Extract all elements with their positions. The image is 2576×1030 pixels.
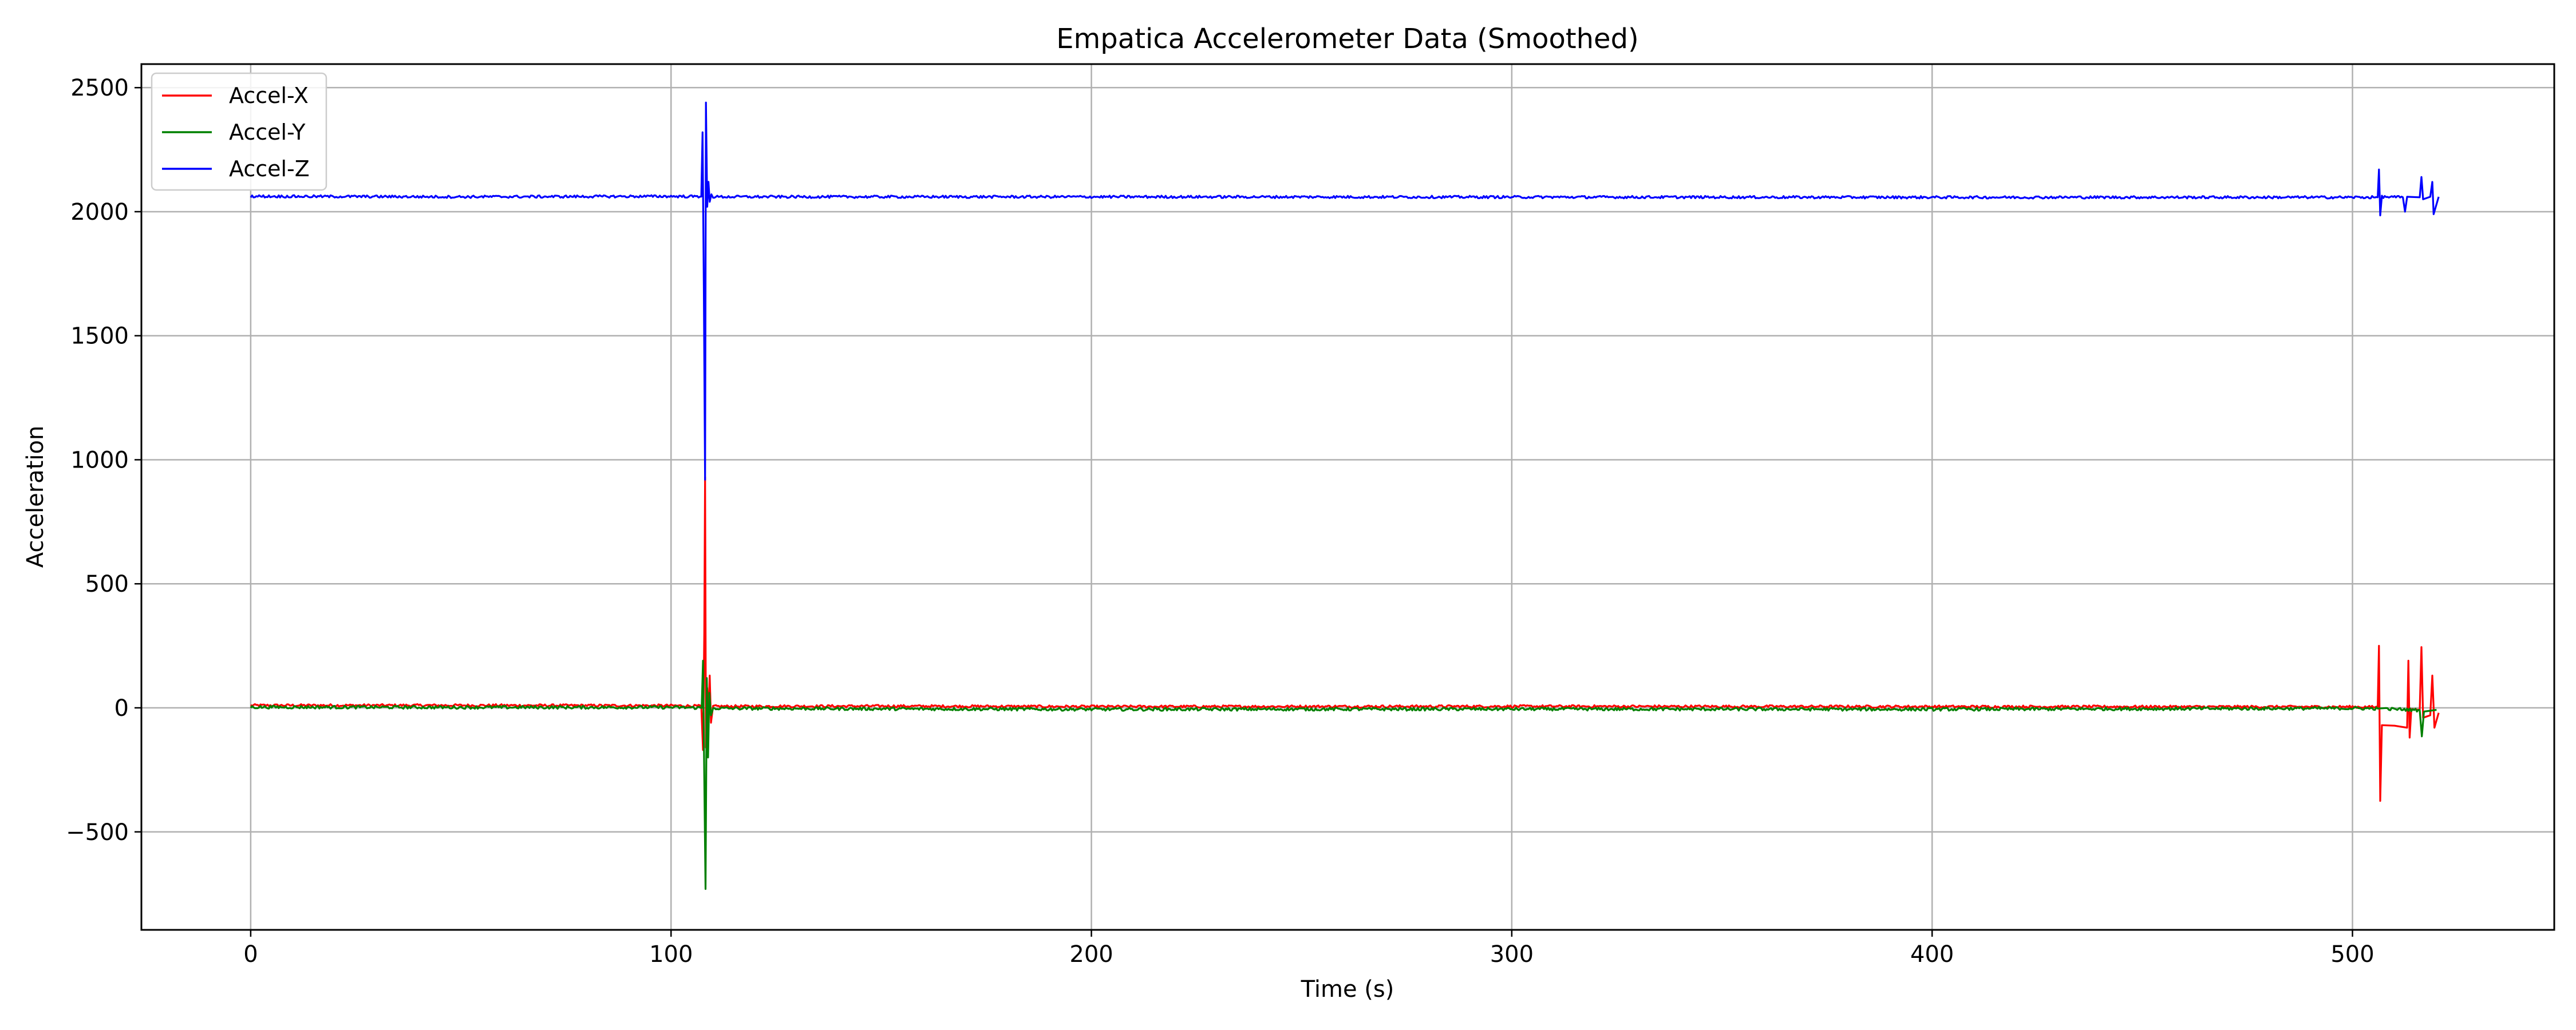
ticks: 0 100 200 300 400 500 −500 0 500 1000 1500 2000 2500	[66, 75, 2374, 968]
y-tick-label: 2500	[70, 75, 129, 101]
y-tick-label: 2000	[70, 199, 129, 225]
y-tick-label: 1000	[70, 447, 129, 473]
legend: Accel-X Accel-Y Accel-Z	[151, 72, 327, 191]
x-tick-label: 500	[2330, 941, 2374, 968]
x-axis-label: Time (s)	[1301, 976, 1394, 1003]
x-tick-label: 100	[649, 941, 693, 968]
y-tick-label: 500	[85, 571, 129, 597]
legend-label-accel-x: Accel-X	[229, 83, 309, 108]
legend-label-accel-z: Accel-Z	[229, 156, 310, 181]
y-axis-label: Acceleration	[22, 426, 49, 568]
x-tick-label: 200	[1069, 941, 1113, 968]
y-tick-label: 1500	[70, 323, 129, 350]
x-tick-label: 0	[243, 941, 258, 968]
legend-box	[151, 72, 327, 191]
series-line-accel-y	[250, 660, 2437, 890]
x-tick-label: 400	[1910, 941, 1954, 968]
series-layer	[250, 101, 2440, 890]
series-line-accel-z	[250, 101, 2440, 481]
plot-frame	[140, 63, 2555, 931]
grid	[141, 64, 2554, 930]
y-tick-label: 0	[114, 695, 129, 722]
legend-label-accel-y: Accel-Y	[229, 120, 306, 145]
y-tick-label: −500	[66, 819, 129, 846]
x-tick-label: 300	[1490, 941, 1534, 968]
chart-title: Empatica Accelerometer Data (Smoothed)	[1056, 23, 1639, 55]
